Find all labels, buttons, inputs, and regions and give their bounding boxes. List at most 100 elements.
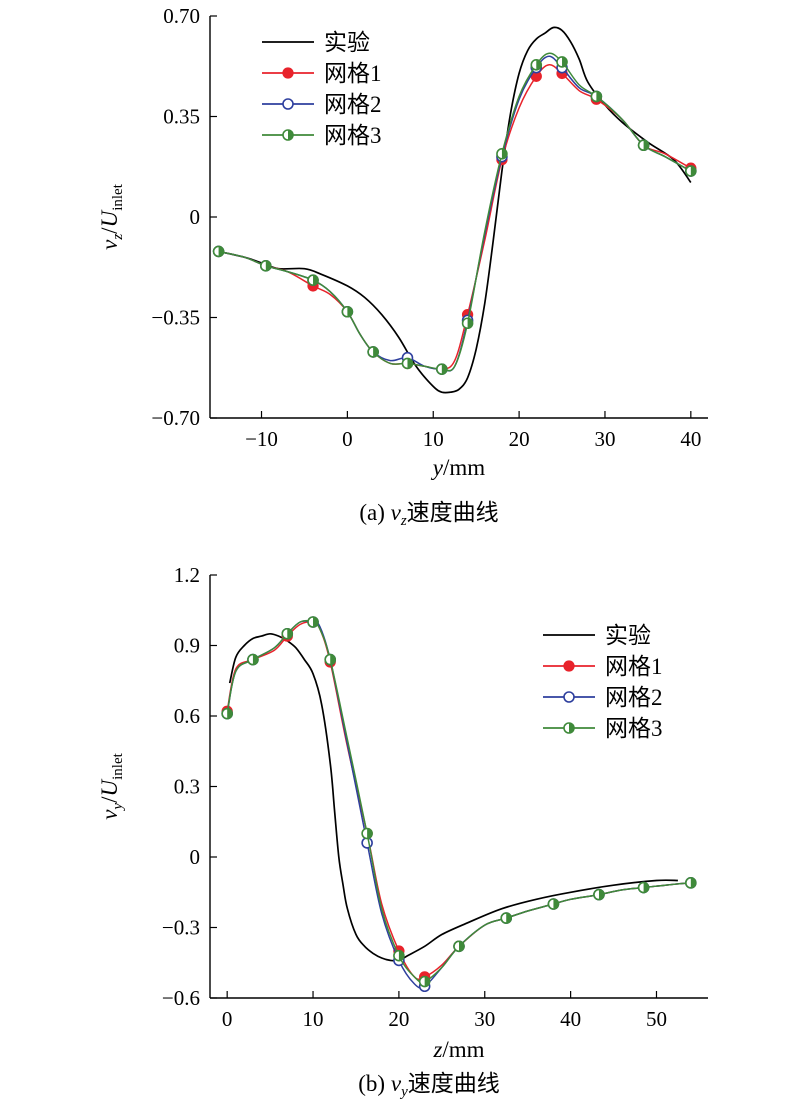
data-point xyxy=(530,59,543,71)
data-point-half-fill xyxy=(690,166,696,177)
data-point xyxy=(307,274,319,286)
data-point xyxy=(418,975,431,988)
data-point xyxy=(453,940,465,953)
data-point xyxy=(281,627,294,640)
data-point-half-fill xyxy=(367,828,373,839)
data-point-half-fill xyxy=(218,246,224,257)
data-point-half-fill xyxy=(252,654,258,665)
x-tick-label: 20 xyxy=(388,1007,409,1031)
legend-item: 实验 xyxy=(262,30,370,55)
x-axis-label: y/mm xyxy=(431,455,485,480)
legend-label: 网格3 xyxy=(605,716,663,741)
y-tick-label: 1.2 xyxy=(174,563,200,587)
data-point xyxy=(361,827,373,840)
data-point xyxy=(593,888,605,901)
x-tick-label: 10 xyxy=(423,427,444,451)
data-point-half-fill xyxy=(501,148,507,159)
data-point-half-fill xyxy=(313,617,319,627)
data-point xyxy=(324,653,337,666)
y-tick-label: −0.70 xyxy=(151,406,200,430)
chart-panel-b: −0.6 −0.3 0 0.3 0.6 0.9 1.2 0 10 20 30 40 50 z/mm vy/U… xyxy=(97,563,708,1100)
legend-item: 网格1 xyxy=(543,654,663,679)
legend-marker xyxy=(282,98,294,110)
legend-marker xyxy=(282,129,294,141)
chart-caption: (a) vz速度曲线 xyxy=(359,500,498,529)
legend-label: 网格1 xyxy=(324,61,382,86)
legend-label: 实验 xyxy=(605,623,651,648)
data-point-half-fill xyxy=(347,306,353,317)
data-point-half-fill xyxy=(407,358,413,369)
y-tick-label: 0.35 xyxy=(163,105,200,129)
y-tick-label: 0.70 xyxy=(163,4,200,28)
y-axis-label: vy/Uinlet xyxy=(97,752,126,819)
data-point-half-fill xyxy=(690,877,696,888)
series-line xyxy=(218,52,692,372)
data-point-half-fill xyxy=(265,260,271,271)
data-point xyxy=(436,363,448,375)
data-point xyxy=(367,346,379,358)
data-point-half-fill xyxy=(287,628,293,639)
data-point-half-fill xyxy=(313,275,319,286)
data-point xyxy=(221,707,233,720)
data-point-half-fill xyxy=(330,654,336,665)
legend-item: 实验 xyxy=(543,623,651,648)
legend-marker xyxy=(563,722,575,734)
x-tick-label: 20 xyxy=(509,427,530,451)
data-point-half-fill xyxy=(424,976,430,987)
legend-marker xyxy=(563,660,575,672)
legend-marker xyxy=(563,691,575,703)
data-point xyxy=(500,912,513,924)
series-0 xyxy=(218,26,692,394)
legend-item: 网格3 xyxy=(262,123,382,148)
legend-marker-half-fill xyxy=(288,130,293,140)
data-point xyxy=(212,245,225,258)
legend-item: 网格2 xyxy=(262,92,382,117)
data-point-half-fill xyxy=(562,56,568,67)
data-point xyxy=(461,317,474,330)
data-point xyxy=(637,139,650,152)
y-axis-label: vz/Uinlet xyxy=(97,183,126,250)
series-1 xyxy=(212,64,697,375)
data-point-half-fill xyxy=(596,91,602,102)
data-point-half-fill xyxy=(467,318,473,329)
data-point xyxy=(685,165,697,177)
x-tick-label: 0 xyxy=(222,1007,233,1031)
data-point-half-fill xyxy=(536,59,542,70)
data-point xyxy=(401,357,414,370)
chart-panel-a: −0.70 −0.35 0 0.35 0.70 −10 0 10 20 30 40 y/mm vz/Ui… xyxy=(97,4,708,529)
data-point xyxy=(556,56,568,68)
series-0 xyxy=(228,632,678,962)
y-tick-label: −0.6 xyxy=(162,986,200,1010)
data-point-half-fill xyxy=(398,950,404,961)
legend-item: 网格1 xyxy=(262,61,382,86)
legend-item: 网格3 xyxy=(543,716,663,741)
data-point xyxy=(685,877,697,889)
y-tick-label: 0 xyxy=(190,205,201,229)
legend-marker xyxy=(282,67,294,79)
data-point xyxy=(361,837,373,849)
x-tick-label: 10 xyxy=(303,1007,324,1031)
data-point xyxy=(307,616,319,628)
x-tick-label: 50 xyxy=(646,1007,667,1031)
y-tick-label: −0.35 xyxy=(151,306,200,330)
x-tick-label: 40 xyxy=(560,1007,581,1031)
x-tick-label: 30 xyxy=(474,1007,495,1031)
legend-label: 网格3 xyxy=(324,123,382,148)
data-point xyxy=(637,881,650,894)
data-point-half-fill xyxy=(643,140,649,151)
data-point-half-fill xyxy=(598,889,604,900)
data-point-half-fill xyxy=(441,364,447,375)
legend-label: 网格2 xyxy=(324,92,382,117)
x-tick-label: −10 xyxy=(245,427,278,451)
legend-item: 网格2 xyxy=(543,685,663,710)
series-line xyxy=(218,26,692,394)
data-point xyxy=(393,949,405,962)
data-point xyxy=(547,898,560,910)
y-tick-label: −0.3 xyxy=(162,916,200,940)
series-3 xyxy=(221,616,697,988)
x-axis-label: z/mm xyxy=(432,1037,484,1062)
legend-label: 网格1 xyxy=(605,654,663,679)
